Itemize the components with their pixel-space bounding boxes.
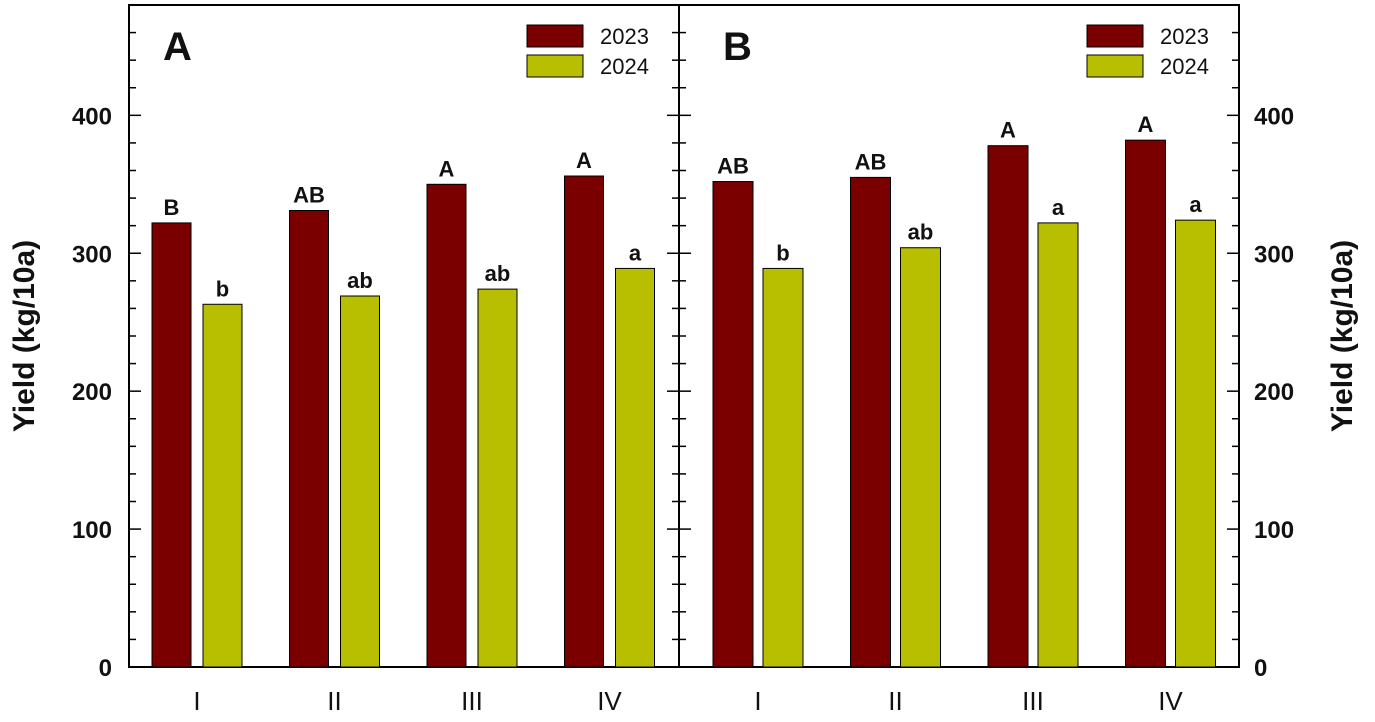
bar-2024-III bbox=[477, 288, 518, 668]
bar-label-2023-I: AB bbox=[717, 154, 749, 179]
panel-b-label: B bbox=[723, 25, 752, 69]
bar-label-2023-IV: A bbox=[576, 148, 592, 173]
bar-2023-II bbox=[850, 176, 891, 668]
bar-label-2024-II: ab bbox=[347, 268, 373, 293]
y-tick-label: 0 bbox=[99, 655, 112, 682]
bar-label-2023-III: A bbox=[1000, 118, 1016, 143]
bar-2024-IV bbox=[615, 267, 655, 668]
bar-2024-IV bbox=[1175, 219, 1216, 668]
x-category-label: IV bbox=[597, 686, 622, 716]
y-tick-label: 300 bbox=[72, 241, 112, 268]
bar-label-2024-I: b bbox=[776, 240, 789, 265]
bar-label-2024-I: b bbox=[216, 276, 229, 301]
bar-label-2024-II: ab bbox=[908, 220, 934, 245]
panel-a-legend: 2023 2024 bbox=[526, 24, 649, 79]
bar-label-2023-III: A bbox=[439, 156, 455, 181]
x-category-label: II bbox=[327, 686, 341, 716]
legend-label-2024: 2024 bbox=[600, 54, 649, 79]
y-tick-label: 200 bbox=[72, 379, 112, 406]
y-tick-label: 300 bbox=[1254, 241, 1294, 268]
panel-b-y-axis-title: Yield (kg/10a) bbox=[1326, 240, 1359, 432]
bar-2024-I bbox=[202, 303, 243, 668]
x-category-label: IV bbox=[1158, 686, 1183, 716]
bar-2024-I bbox=[762, 267, 804, 668]
bar-label-2023-II: AB bbox=[293, 182, 325, 207]
x-category-label: III bbox=[1022, 686, 1044, 716]
bar-label-2023-IV: A bbox=[1138, 112, 1154, 137]
x-category-label: II bbox=[888, 686, 902, 716]
legend-swatch-2024 bbox=[1086, 54, 1144, 78]
y-tick-label: 0 bbox=[1254, 655, 1267, 682]
bar-2023-I bbox=[151, 222, 192, 668]
legend-swatch-2023 bbox=[526, 24, 584, 48]
bar-2023-III bbox=[426, 183, 467, 668]
x-category-label: I bbox=[754, 686, 761, 716]
y-tick-label: 100 bbox=[1254, 517, 1294, 544]
legend-label-2023: 2023 bbox=[600, 24, 649, 49]
legend-swatch-2023 bbox=[1086, 24, 1144, 48]
panel-a-y-axis-title: Yield (kg/10a) bbox=[8, 240, 41, 432]
bar-label-2023-II: AB bbox=[855, 149, 887, 174]
panel-a-label: A bbox=[163, 25, 192, 69]
panel-a: A Yield (kg/10a) 2023 2024 0 100 200 300 400… bbox=[8, 4, 680, 716]
bar-2023-I bbox=[712, 181, 754, 668]
bar-label-2024-IV: a bbox=[1189, 192, 1202, 217]
bar-label-2023-I: B bbox=[164, 195, 180, 220]
bar-label-2024-III: ab bbox=[485, 261, 511, 286]
panel-b-legend: 2023 2024 bbox=[1086, 24, 1209, 79]
y-tick-label: 100 bbox=[72, 517, 112, 544]
legend-label-2023: 2023 bbox=[1160, 24, 1209, 49]
bar-label-2024-IV: a bbox=[629, 240, 642, 265]
bar-2024-II bbox=[340, 295, 380, 668]
bar-2024-II bbox=[900, 247, 941, 668]
x-category-label: I bbox=[193, 686, 200, 716]
bar-2023-III bbox=[987, 145, 1029, 668]
legend-label-2024: 2024 bbox=[1160, 54, 1209, 79]
y-tick-label: 400 bbox=[72, 103, 112, 130]
y-tick-label: 200 bbox=[1254, 379, 1294, 406]
panel-b: B Yield (kg/10a) 2023 2024 0 100 200 300 400… bbox=[678, 4, 1359, 716]
bar-label-2024-III: a bbox=[1052, 195, 1065, 220]
bar-2023-IV bbox=[564, 175, 604, 668]
bar-2023-II bbox=[289, 209, 329, 668]
bar-2024-III bbox=[1037, 222, 1079, 668]
bar-2023-IV bbox=[1125, 139, 1166, 668]
y-tick-label: 400 bbox=[1254, 103, 1294, 130]
x-category-label: III bbox=[461, 686, 483, 716]
legend-swatch-2024 bbox=[526, 54, 584, 78]
